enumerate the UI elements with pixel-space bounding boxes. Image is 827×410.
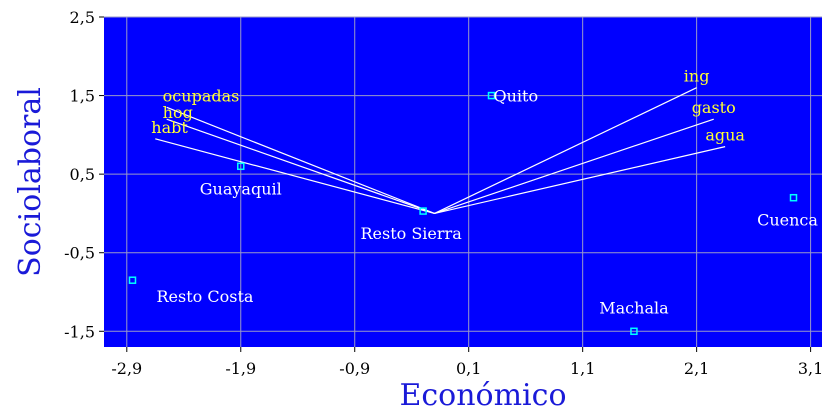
vector-label: agua — [705, 126, 745, 145]
y-tick-label: 0,5 — [70, 165, 95, 184]
y-tick-label: -0,5 — [64, 244, 95, 263]
point-label: Quito — [493, 87, 538, 106]
point-marker — [237, 162, 245, 171]
x-axis-title: Económico — [399, 378, 566, 410]
vector-label: gasto — [692, 98, 736, 117]
point-label: Guayaquil — [200, 179, 282, 198]
x-tick-label: -0,9 — [339, 359, 370, 378]
point-marker — [487, 91, 496, 100]
x-tick-label: 1,1 — [570, 359, 595, 378]
point-label: Resto Costa — [156, 287, 253, 306]
vector-line — [434, 87, 697, 214]
point-marker — [789, 193, 798, 202]
vector-label: ing — [684, 67, 710, 86]
vector-line — [166, 106, 435, 214]
plot-area — [104, 17, 822, 347]
point-label: Resto Sierra — [360, 224, 462, 243]
vector-label: habt — [151, 118, 188, 137]
point-marker — [630, 327, 638, 336]
y-tick-label: 1,5 — [70, 87, 95, 106]
point-label: Machala — [599, 298, 669, 317]
vector-label: ocupadas — [163, 86, 240, 105]
vector-line — [166, 118, 435, 214]
y-tick-label: 2,5 — [70, 8, 95, 27]
point-label: Cuenca — [757, 211, 818, 230]
y-axis-title: Sociolaboral — [13, 87, 48, 277]
x-tick-label: 3,1 — [798, 359, 823, 378]
vector-label: hog — [163, 103, 193, 122]
point-marker — [128, 276, 137, 284]
vector-line — [434, 146, 726, 215]
x-tick-label: -2,9 — [111, 359, 142, 378]
vector-line — [155, 138, 435, 215]
observation-points: Quito Guayaquil Resto Sierra Cuenca Resto Co… — [128, 87, 818, 336]
vector-line — [434, 118, 714, 214]
tick-labels: -2,9 -1,9 -0,9 0,1 1,1 2,1 3,1 2,5 1,5 0,5 -0,5 -1,… — [64, 8, 823, 378]
y-tick-label: -1,5 — [64, 322, 95, 341]
point-marker — [419, 207, 427, 215]
x-tick-label: 0,1 — [456, 359, 481, 378]
x-tick-label: 2,1 — [684, 359, 709, 378]
x-tick-label: -1,9 — [225, 359, 256, 378]
